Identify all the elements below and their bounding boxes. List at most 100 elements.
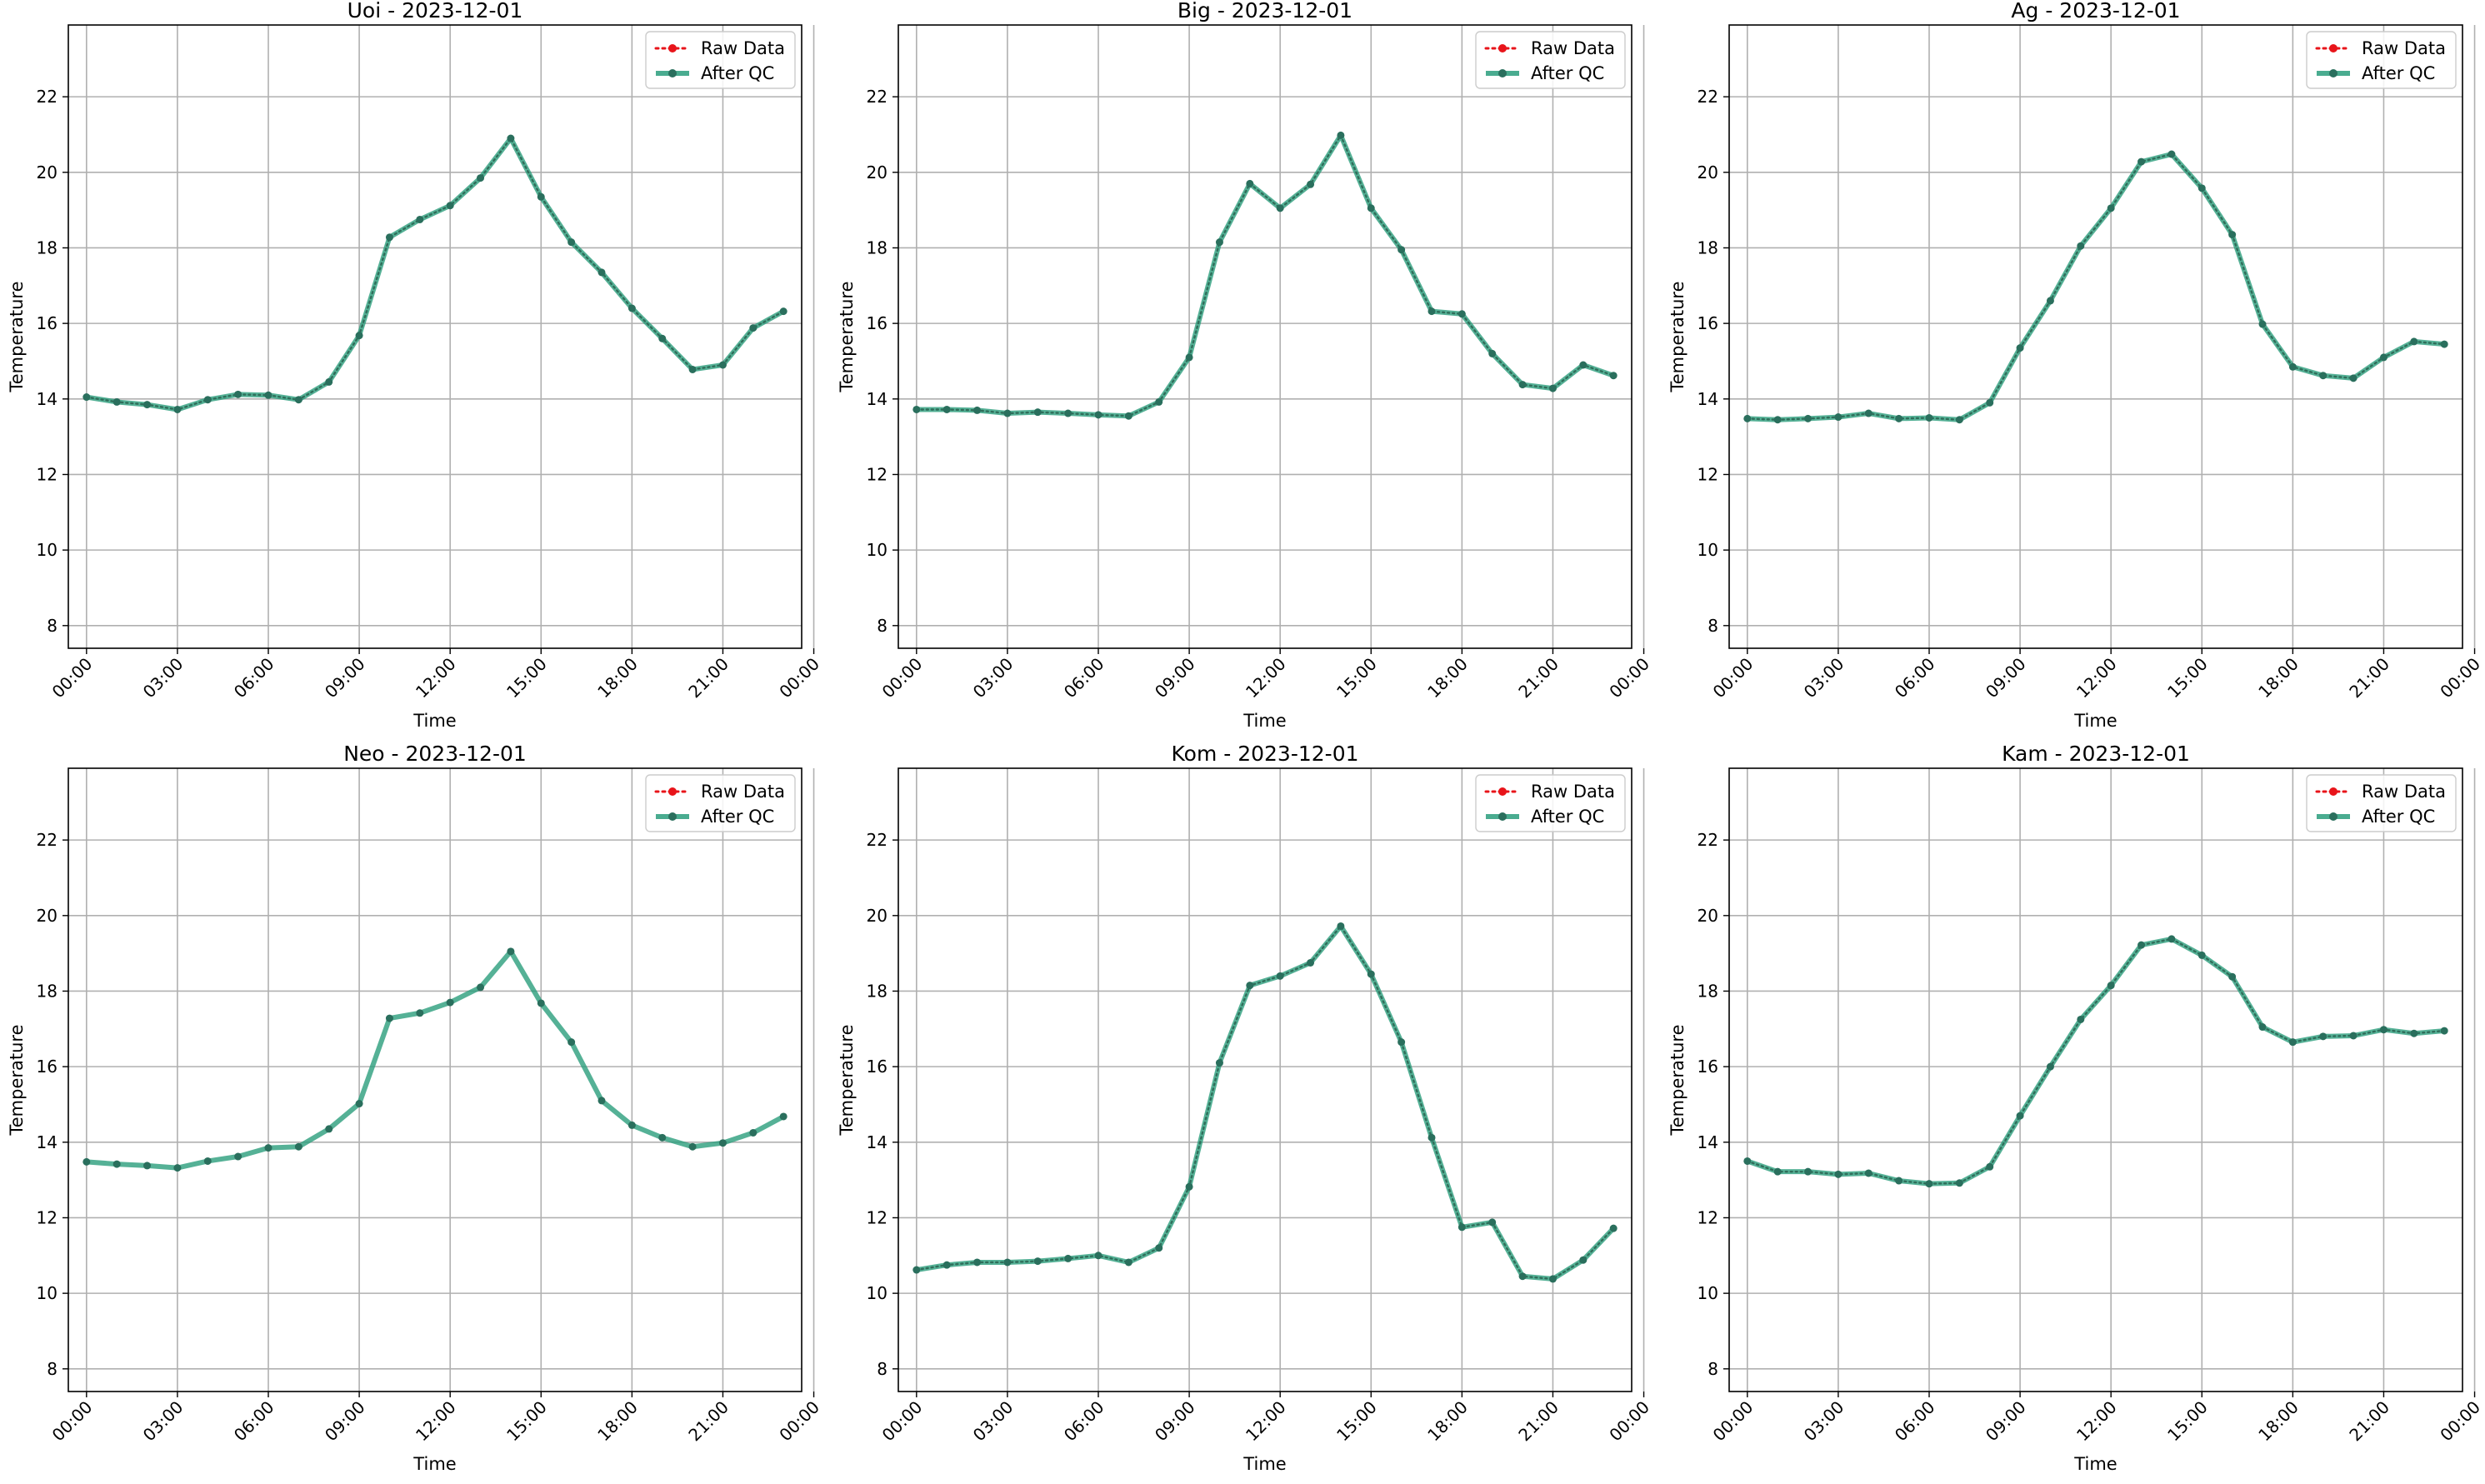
- y-tick-label: 22: [867, 87, 888, 107]
- y-tick-label: 8: [877, 616, 888, 636]
- after-qc-point: [598, 1097, 606, 1105]
- after-qc-point: [1518, 1272, 1527, 1281]
- grid: [68, 25, 815, 648]
- axes-frame: [898, 767, 1632, 1392]
- y-tick-label: 10: [867, 540, 888, 560]
- subplot-title: Kam - 2023-12-01: [2002, 742, 2190, 766]
- after-qc-point: [2440, 1027, 2448, 1035]
- after-qc-point: [2410, 337, 2418, 346]
- y-axis-label: Temperature: [7, 1024, 27, 1136]
- after-qc-point: [2046, 1062, 2054, 1071]
- plot-area: [1729, 768, 2462, 1392]
- after-qc-point: [2138, 157, 2146, 166]
- after-qc-point: [1773, 1167, 1782, 1176]
- x-axis-label: Time: [1242, 1454, 1286, 1474]
- x-tick-label: 00:00: [878, 654, 927, 702]
- x-tick-label: 15:00: [1332, 654, 1381, 702]
- after-qc-point: [2349, 1032, 2358, 1040]
- after-qc-point: [2319, 1032, 2328, 1041]
- after-qc-point: [294, 1142, 302, 1151]
- x-tick-label: 06:00: [230, 1397, 278, 1446]
- after-qc-point: [1488, 349, 1497, 357]
- after-qc-point: [1518, 381, 1527, 389]
- y-tick-label: 18: [867, 981, 888, 1001]
- after-qc-point: [2198, 184, 2206, 192]
- after-qc-point: [1367, 204, 1375, 212]
- x-tick-label: 15:00: [2163, 1397, 2212, 1446]
- after-qc-point: [355, 332, 363, 340]
- legend: Raw Data After QC: [1475, 31, 1626, 89]
- after-qc-point: [2258, 320, 2267, 328]
- after-qc-point: [2319, 372, 2328, 380]
- after-qc-point: [973, 1258, 982, 1267]
- after-qc-point: [1064, 1254, 1072, 1262]
- y-tick-label: 16: [37, 313, 58, 333]
- legend-after-qc-label: After QC: [2362, 63, 2435, 83]
- x-tick-label: 00:00: [1709, 654, 1758, 702]
- y-tick-label: 8: [1708, 616, 1718, 636]
- after-qc-point: [1307, 958, 1315, 967]
- subplot-title: Neo - 2023-12-01: [343, 742, 527, 766]
- y-tick-label: 18: [37, 237, 58, 257]
- after-qc-point: [537, 192, 545, 201]
- after-qc-point: [1488, 1218, 1497, 1227]
- x-tick-label: 12:00: [2072, 654, 2121, 702]
- after-qc-point: [1864, 409, 1872, 417]
- legend-raw-data-marker: [668, 787, 677, 796]
- after-qc-point: [1398, 246, 1406, 254]
- after-qc-point: [1185, 353, 1193, 362]
- x-tick-label: 00:00: [48, 1397, 97, 1446]
- x-tick-label: 21:00: [2345, 654, 2393, 702]
- after-qc-point: [1548, 384, 1557, 392]
- x-tick-label: 03:00: [139, 1397, 188, 1446]
- after-qc-point: [2228, 972, 2237, 981]
- x-tick-label: 03:00: [139, 654, 188, 702]
- after-qc-point: [325, 377, 333, 386]
- x-tick-label: 12:00: [412, 1397, 460, 1446]
- x-tick-label: 06:00: [1060, 654, 1108, 702]
- y-tick-label: 10: [1698, 1283, 1718, 1303]
- after-qc-point: [718, 361, 727, 369]
- after-qc-point: [1124, 1258, 1132, 1267]
- after-qc-point: [2168, 150, 2176, 158]
- after-qc-point: [2258, 1023, 2267, 1032]
- after-qc-point: [477, 174, 485, 182]
- x-tick-label: 12:00: [1242, 1397, 1290, 1446]
- x-tick-label: 00:00: [2436, 1397, 2484, 1446]
- y-tick-label: 8: [47, 616, 58, 636]
- after-qc-point: [1094, 411, 1102, 419]
- subplot-title: Kom - 2023-12-01: [1172, 742, 1359, 766]
- series-raw-data-line: [915, 132, 1615, 417]
- x-tick-label: 00:00: [1605, 1397, 1653, 1446]
- after-qc-point: [385, 1014, 393, 1022]
- legend-raw-data-marker: [2329, 44, 2338, 52]
- after-qc-point: [1246, 179, 1254, 187]
- legend-raw-data-label: Raw Data: [1531, 38, 1615, 58]
- x-tick-label: 15:00: [502, 1397, 551, 1446]
- after-qc-point: [1367, 970, 1375, 978]
- y-tick-label: 10: [37, 540, 58, 560]
- after-qc-point: [1864, 1169, 1872, 1177]
- y-axis-label: Temperature: [1668, 281, 1688, 392]
- after-qc-point: [385, 233, 393, 242]
- legend-after-qc-marker: [1498, 69, 1507, 77]
- y-tick-label: 16: [867, 313, 888, 333]
- y-tick-label: 18: [1698, 237, 1718, 257]
- after-qc-point: [1246, 982, 1254, 990]
- after-qc-point: [2107, 204, 2115, 212]
- y-tick-label: 12: [867, 464, 888, 484]
- after-qc-point: [1003, 409, 1012, 417]
- legend-raw-data-label: Raw Data: [701, 38, 785, 58]
- x-tick-label: 18:00: [593, 1397, 642, 1446]
- after-qc-point: [477, 983, 485, 992]
- legend: Raw Data After QC: [2306, 31, 2457, 89]
- x-tick-label: 03:00: [969, 654, 1018, 702]
- legend: Raw Data After QC: [645, 774, 796, 832]
- after-qc-point: [112, 1160, 121, 1168]
- y-tick-label: 14: [867, 1132, 888, 1152]
- after-qc-point: [718, 1139, 727, 1147]
- after-qc-point: [1743, 414, 1752, 422]
- y-tick-label: 12: [1698, 464, 1718, 484]
- after-qc-point: [1155, 1244, 1163, 1252]
- after-qc-point: [912, 405, 921, 413]
